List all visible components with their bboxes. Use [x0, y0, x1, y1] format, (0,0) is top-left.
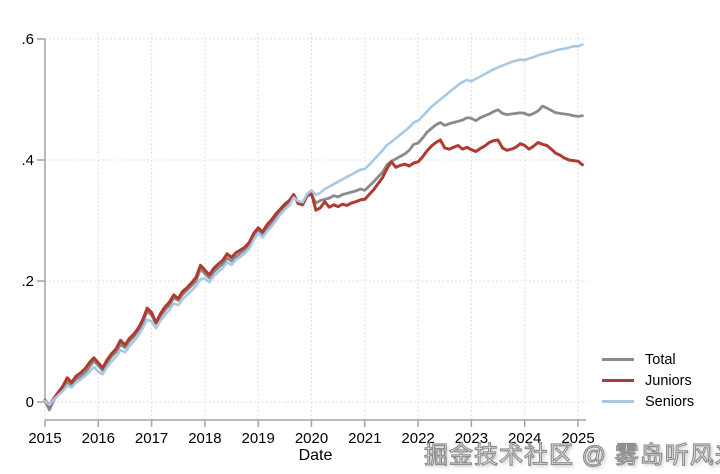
legend-line-swatch	[602, 400, 634, 403]
y-tick-label: .6	[21, 31, 34, 48]
legend-label: Total	[645, 351, 676, 368]
y-tick-label: .2	[21, 273, 34, 290]
x-tick-label: 2024	[508, 430, 541, 447]
x-tick-label: 2017	[135, 430, 168, 447]
x-tick-label: 2021	[348, 430, 381, 447]
y-tick-label: 0	[26, 394, 34, 411]
series-line-total	[43, 104, 584, 412]
legend-item-juniors: Juniors	[601, 370, 694, 391]
watermark: 掘金技术社区 @ 雾岛听风来	[423, 441, 720, 469]
x-tick-label: 2023	[455, 430, 488, 447]
y-tick-label: .4	[21, 152, 34, 169]
legend-label: Juniors	[645, 372, 692, 389]
x-tick-label: 2019	[242, 430, 275, 447]
legend-line-swatch	[602, 379, 634, 382]
legend-item-seniors: Seniors	[601, 391, 694, 412]
x-tick-label: 2020	[295, 430, 328, 447]
legend-item-total: Total	[601, 349, 694, 370]
x-tick-label: 2018	[188, 430, 221, 447]
x-axis-title: Date	[298, 447, 333, 464]
x-tick-label: 2016	[82, 430, 115, 447]
legend-line-swatch	[602, 358, 634, 361]
x-tick-label: 2022	[401, 430, 434, 447]
legend: Total Juniors Seniors	[601, 349, 694, 412]
x-tick-label: 2015	[28, 430, 61, 447]
series-line-juniors	[43, 138, 584, 408]
x-tick-label: 2025	[561, 430, 594, 447]
series-line-seniors	[43, 43, 584, 407]
legend-label: Seniors	[645, 393, 695, 410]
